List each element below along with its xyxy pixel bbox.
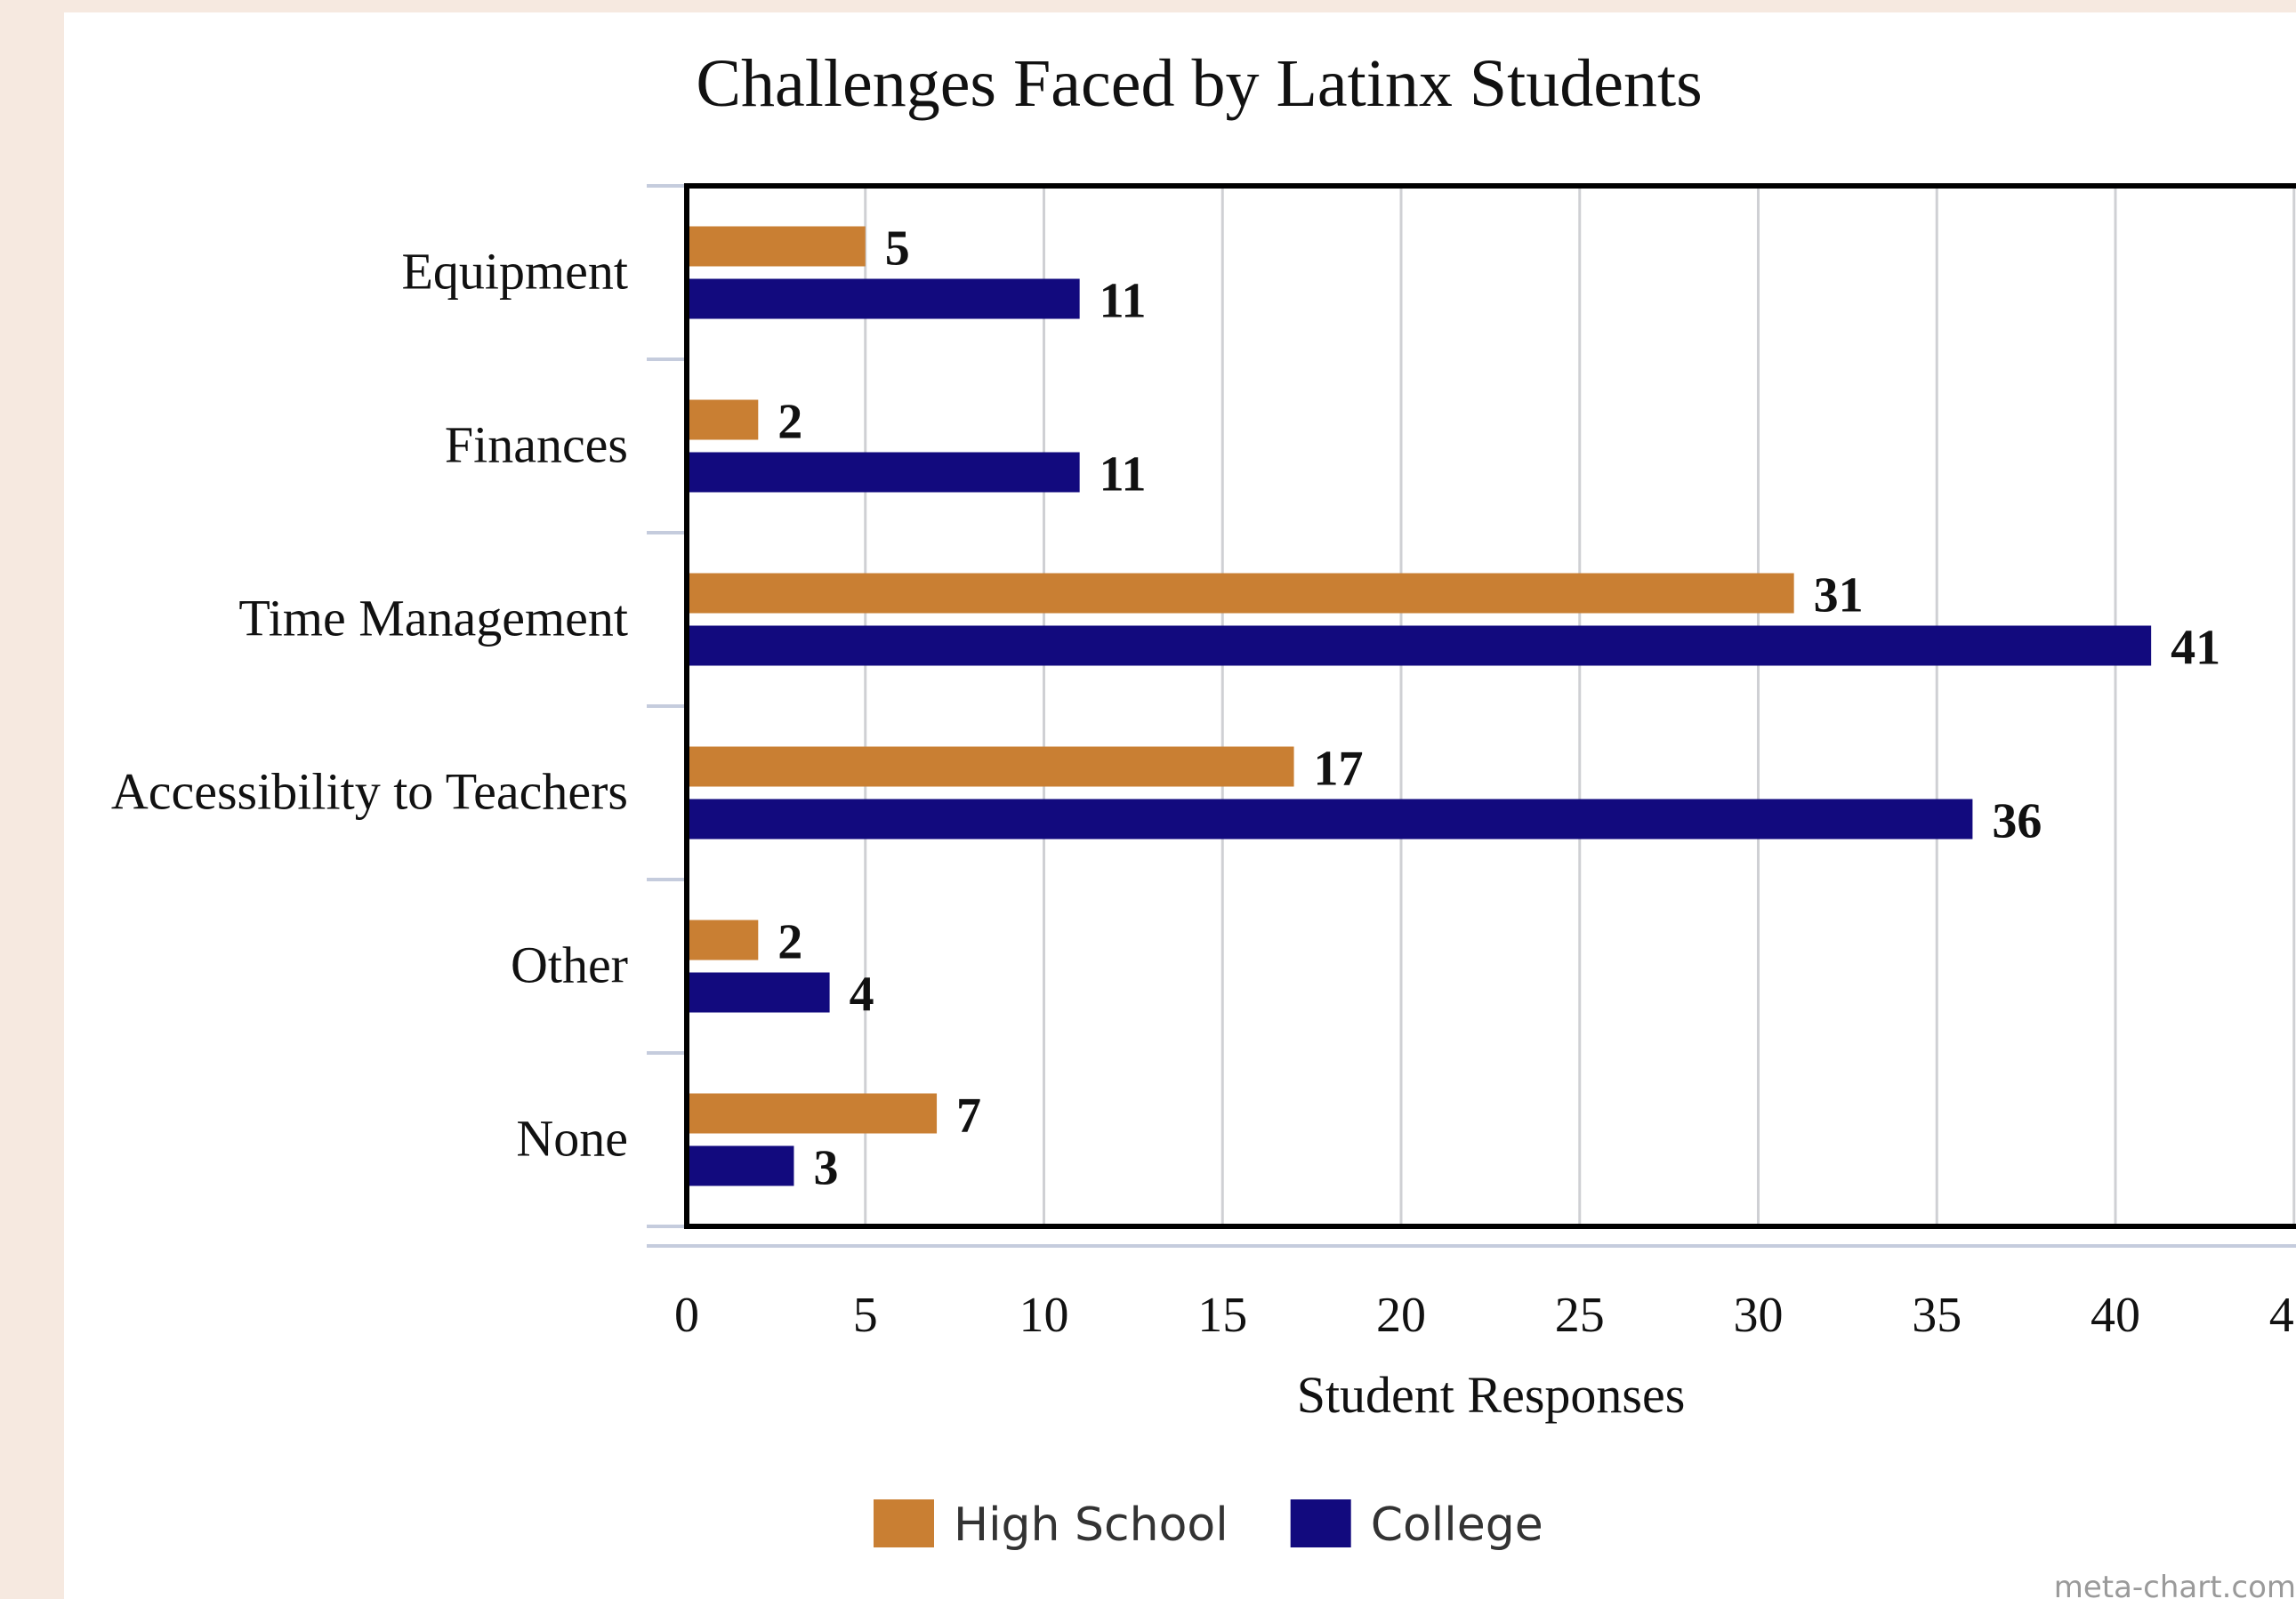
data-label: 41 [2171,621,2220,676]
bar [687,746,1294,787]
legend-label: High School [954,1499,1229,1552]
x-tick-label: 45 [2269,1288,2296,1343]
category-label: Other [511,936,628,994]
bar [687,1093,938,1134]
legend: High School College [874,1499,1543,1552]
bar [687,278,1080,319]
x-tick-label: 40 [2091,1288,2140,1343]
legend-swatch [874,1499,934,1547]
data-label: 3 [813,1141,838,1196]
category-label: None [516,1110,628,1168]
legend-label: College [1371,1499,1543,1552]
x-tick-label: 35 [1912,1288,1962,1343]
x-tick-label: 20 [1376,1288,1426,1343]
bars [687,226,2152,1186]
x-tick-label: 0 [674,1288,699,1343]
chart-card: Challenges Faced by Latinx Students 5 11 2… [64,12,2296,1599]
bar [687,573,1794,614]
plot-frame [684,183,2296,1229]
category-label: Accessibility to Teachers [111,763,628,821]
data-label: 31 [1814,568,1864,623]
bar [687,452,1080,493]
chart-title: Challenges Faced by Latinx Students [696,46,1702,121]
bar [687,972,830,1013]
data-label: 7 [956,1089,981,1144]
chart: Challenges Faced by Latinx Students 5 11 2… [111,46,2296,1599]
data-label: 2 [777,915,802,970]
data-label: 11 [1100,447,1147,502]
data-label: 17 [1314,742,1364,797]
bar [687,625,2152,666]
data-label: 4 [850,968,874,1023]
x-tick-label: 30 [1734,1288,1784,1343]
data-label: 36 [1992,794,2042,849]
legend-swatch [1290,1499,1351,1547]
watermark-text: meta-chart.com [2054,1570,2296,1599]
category-label: Time Management [238,590,628,647]
bar [687,226,866,267]
data-label: 5 [885,221,910,277]
bar [687,399,759,440]
axes: 051015202530354045EquipmentFinancesTime … [111,183,2296,1343]
x-tick-label: 15 [1197,1288,1247,1343]
x-tick-label: 5 [853,1288,878,1343]
bar [687,799,1973,840]
x-tick-label: 10 [1019,1288,1069,1343]
category-label: Finances [445,416,628,474]
grid-lines [864,186,2296,1226]
data-label: 11 [1100,274,1147,329]
x-tick-label: 25 [1555,1288,1605,1343]
bar [687,1145,794,1186]
bar [687,920,759,960]
data-label: 2 [777,395,802,450]
category-label: Equipment [401,243,628,301]
x-axis-title: Student Responses [1297,1366,1686,1424]
